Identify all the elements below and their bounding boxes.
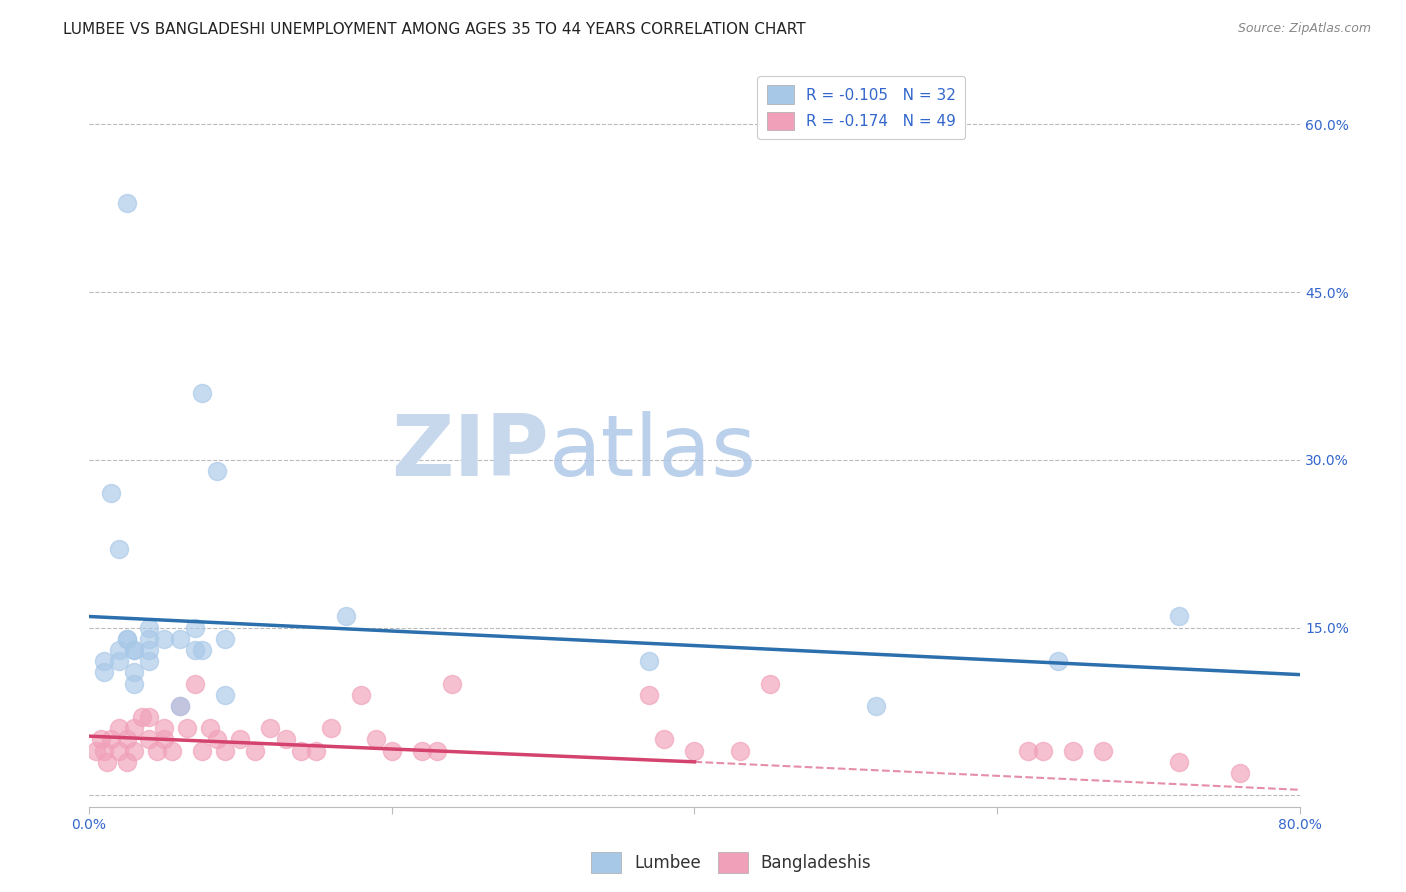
Point	[138, 710, 160, 724]
Point	[122, 665, 145, 680]
Point	[108, 542, 131, 557]
Point	[426, 744, 449, 758]
Point	[865, 698, 887, 713]
Point	[198, 721, 221, 735]
Point	[138, 632, 160, 646]
Point	[728, 744, 751, 758]
Point	[176, 721, 198, 735]
Point	[108, 721, 131, 735]
Point	[191, 744, 214, 758]
Point	[1092, 744, 1115, 758]
Point	[84, 744, 107, 758]
Point	[100, 486, 122, 500]
Text: LUMBEE VS BANGLADESHI UNEMPLOYMENT AMONG AGES 35 TO 44 YEARS CORRELATION CHART: LUMBEE VS BANGLADESHI UNEMPLOYMENT AMONG…	[63, 22, 806, 37]
Point	[153, 732, 176, 747]
Point	[191, 385, 214, 400]
Point	[115, 632, 138, 646]
Point	[122, 744, 145, 758]
Point	[366, 732, 388, 747]
Point	[274, 732, 297, 747]
Point	[350, 688, 373, 702]
Point	[441, 676, 464, 690]
Point	[1168, 755, 1191, 769]
Point	[122, 676, 145, 690]
Point	[207, 732, 229, 747]
Point	[381, 744, 404, 758]
Point	[214, 688, 236, 702]
Point	[638, 654, 661, 668]
Point	[108, 744, 131, 758]
Point	[214, 632, 236, 646]
Point	[122, 721, 145, 735]
Point	[100, 732, 122, 747]
Point	[138, 643, 160, 657]
Point	[1168, 609, 1191, 624]
Point	[652, 732, 675, 747]
Point	[335, 609, 357, 624]
Legend: Lumbee, Bangladeshis: Lumbee, Bangladeshis	[583, 846, 879, 880]
Point	[305, 744, 328, 758]
Point	[122, 643, 145, 657]
Text: ZIP: ZIP	[391, 411, 550, 494]
Point	[115, 195, 138, 210]
Point	[169, 698, 191, 713]
Point	[1062, 744, 1084, 758]
Point	[411, 744, 433, 758]
Point	[122, 643, 145, 657]
Point	[93, 654, 115, 668]
Point	[131, 710, 153, 724]
Point	[90, 732, 112, 747]
Point	[245, 744, 267, 758]
Point	[153, 632, 176, 646]
Point	[96, 755, 118, 769]
Point	[138, 654, 160, 668]
Point	[93, 665, 115, 680]
Point	[214, 744, 236, 758]
Point	[1046, 654, 1069, 668]
Point	[319, 721, 342, 735]
Point	[683, 744, 706, 758]
Point	[207, 464, 229, 478]
Point	[108, 654, 131, 668]
Point	[184, 643, 207, 657]
Point	[169, 698, 191, 713]
Point	[1032, 744, 1054, 758]
Point	[759, 676, 782, 690]
Legend: R = -0.105   N = 32, R = -0.174   N = 49: R = -0.105 N = 32, R = -0.174 N = 49	[758, 76, 966, 139]
Point	[115, 732, 138, 747]
Point	[1229, 766, 1251, 780]
Point	[229, 732, 252, 747]
Point	[115, 755, 138, 769]
Point	[146, 744, 169, 758]
Point	[153, 721, 176, 735]
Point	[191, 643, 214, 657]
Point	[138, 621, 160, 635]
Point	[93, 744, 115, 758]
Point	[108, 643, 131, 657]
Point	[259, 721, 281, 735]
Text: atlas: atlas	[550, 411, 756, 494]
Point	[115, 632, 138, 646]
Point	[638, 688, 661, 702]
Point	[160, 744, 183, 758]
Point	[1017, 744, 1039, 758]
Point	[138, 732, 160, 747]
Text: Source: ZipAtlas.com: Source: ZipAtlas.com	[1237, 22, 1371, 36]
Point	[184, 676, 207, 690]
Point	[290, 744, 312, 758]
Point	[184, 621, 207, 635]
Point	[169, 632, 191, 646]
